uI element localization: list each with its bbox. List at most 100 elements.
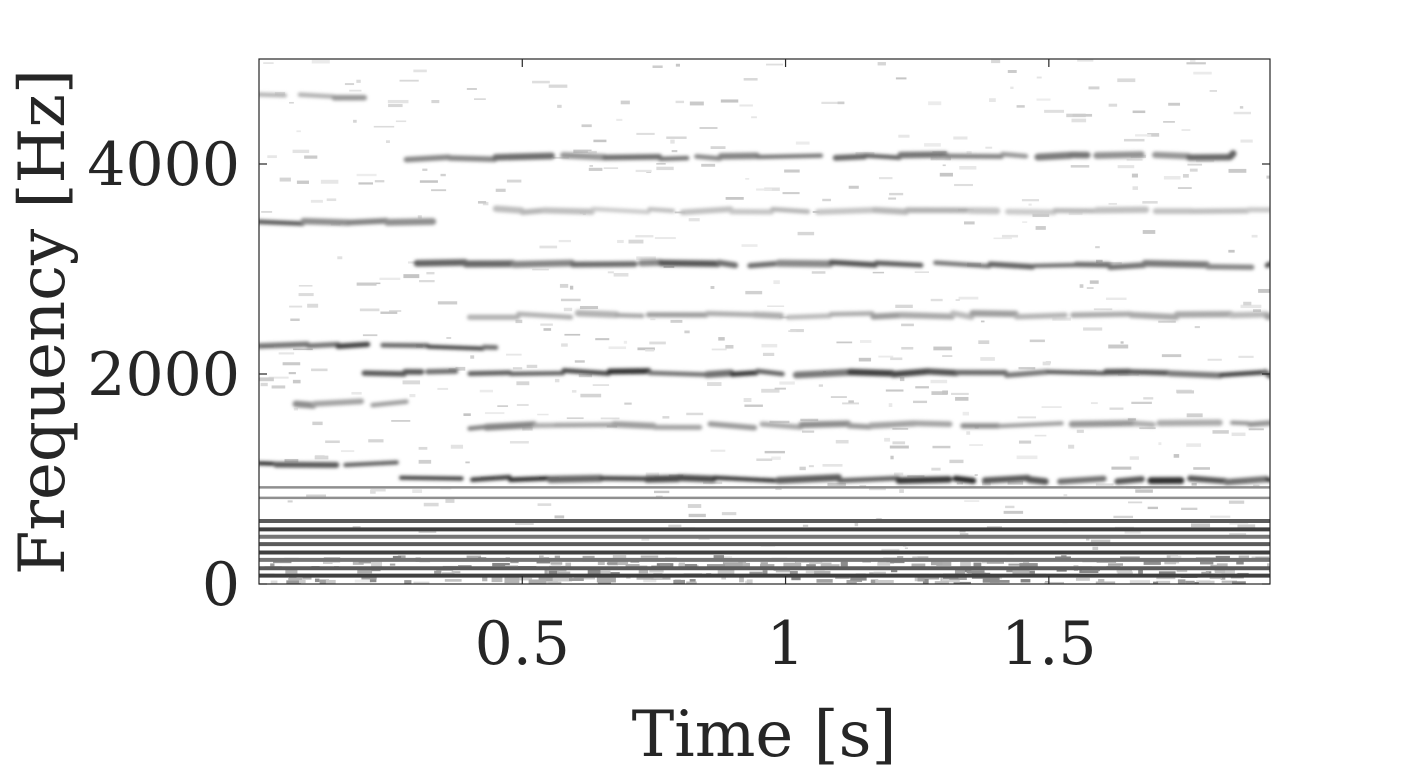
noise-speckle — [1129, 580, 1151, 584]
harmonic-track-segment — [346, 218, 390, 226]
noise-speckle — [362, 334, 378, 337]
harmonic-track-segment — [540, 207, 595, 215]
harmonic-track-segment — [561, 368, 611, 376]
noise-speckle — [751, 116, 757, 119]
noise-speckle — [422, 168, 428, 171]
harmonic-track-segment — [311, 398, 365, 407]
noise-speckle — [775, 568, 791, 573]
noise-speckle — [484, 412, 505, 415]
noise-speckle — [279, 177, 291, 182]
noise-speckle — [761, 388, 780, 393]
noise-speckle — [954, 569, 965, 575]
noise-speckle — [591, 570, 611, 575]
noise-speckle — [924, 143, 941, 147]
noise-speckle — [993, 237, 1012, 240]
noise-speckle — [779, 316, 790, 319]
noise-speckle — [743, 78, 758, 81]
noise-speckle — [656, 166, 674, 171]
noise-speckle — [446, 337, 452, 339]
harmonic-track-segment — [426, 344, 485, 351]
noise-speckle — [761, 343, 778, 348]
noise-speckle — [322, 561, 333, 565]
noise-speckle — [623, 340, 628, 344]
noise-speckle — [1019, 563, 1038, 568]
noise-speckle — [890, 570, 898, 573]
noise-speckle — [589, 164, 594, 167]
noise-speckle — [1269, 580, 1270, 584]
noise-speckle — [928, 101, 942, 106]
noise-speckle — [666, 136, 687, 139]
noise-speckle — [1193, 71, 1212, 75]
noise-speckle — [351, 391, 362, 395]
noise-speckle — [1248, 428, 1264, 431]
noise-speckle — [1268, 567, 1270, 572]
harmonic-track-segment — [832, 153, 868, 161]
harmonic-track-segment — [516, 311, 574, 320]
noise-speckle — [588, 167, 603, 171]
noise-speckle — [1156, 580, 1171, 584]
noise-speckle — [325, 440, 340, 444]
noise-speckle — [1016, 455, 1038, 460]
harmonic-track-segment — [519, 207, 546, 216]
noise-speckle — [1232, 581, 1246, 584]
noise-speckle — [756, 188, 772, 191]
noise-speckle — [801, 430, 815, 433]
harmonic-track-segment — [610, 421, 657, 430]
noise-speckle — [942, 355, 953, 357]
noise-speckle — [722, 561, 743, 568]
noise-speckle — [290, 318, 300, 321]
noise-speckle — [314, 455, 329, 460]
noise-speckle — [837, 101, 845, 105]
harmonic-track-segment — [292, 400, 317, 409]
harmonic-track-segment — [510, 259, 576, 268]
harmonic-track-segment — [361, 370, 407, 377]
noise-speckle — [769, 420, 790, 424]
noise-speckle — [548, 581, 562, 584]
noise-speckle — [1163, 121, 1175, 123]
noise-speckle — [402, 380, 421, 385]
noise-speckle — [407, 261, 419, 264]
noise-speckle — [720, 99, 739, 103]
noise-speckle — [1207, 358, 1222, 361]
harmonic-track-segment — [1127, 369, 1172, 376]
noise-speckle — [1221, 580, 1238, 583]
noise-speckle — [954, 183, 973, 187]
noise-speckle — [1042, 361, 1051, 366]
noise-speckle — [870, 579, 879, 584]
noise-speckle — [703, 481, 723, 485]
harmonic-track-segment — [872, 206, 910, 215]
noise-speckle — [558, 571, 571, 574]
noise-speckle — [710, 449, 726, 452]
noise-speckle — [842, 402, 859, 405]
noise-speckle — [1095, 483, 1114, 486]
noise-speckle — [526, 364, 538, 368]
noise-speckle — [1022, 221, 1028, 224]
noise-speckle — [466, 555, 482, 560]
noise-speckle — [1003, 510, 1024, 514]
noise-speckle — [1086, 287, 1094, 289]
noise-speckle — [593, 139, 607, 143]
noise-speckle — [444, 579, 462, 582]
noise-speckle — [1108, 202, 1117, 205]
noise-speckle — [557, 104, 562, 108]
plot-frame — [258, 58, 1271, 585]
noise-speckle — [818, 384, 823, 387]
noise-speckle — [953, 136, 968, 140]
harmonic-track-segment — [997, 421, 1064, 429]
low-frequency-bands — [259, 486, 1270, 578]
noise-speckle — [463, 413, 471, 416]
noise-speckle — [675, 100, 685, 104]
noise-speckle — [1147, 133, 1160, 137]
noise-speckle — [620, 100, 630, 105]
y-tick-label: 0 — [202, 550, 240, 620]
noise-speckle — [431, 99, 440, 104]
noise-speckle — [1127, 418, 1136, 421]
noise-speckle — [1086, 537, 1090, 541]
noise-speckle — [1044, 581, 1065, 584]
noise-speckle — [1231, 432, 1246, 437]
noise-speckle — [688, 513, 706, 518]
noise-speckle — [587, 569, 601, 575]
noise-speckle — [353, 119, 357, 123]
noise-speckle — [380, 311, 398, 314]
noise-speckle — [1090, 402, 1098, 405]
